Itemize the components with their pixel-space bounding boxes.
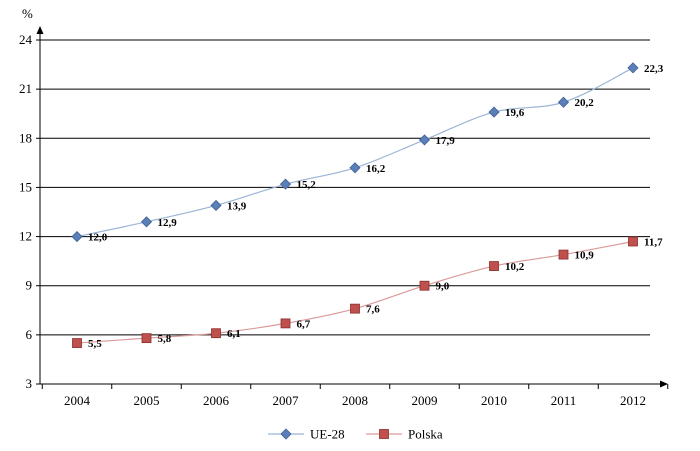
data-label: 11,7 [644, 236, 663, 248]
data-label: 6,7 [297, 318, 311, 330]
data-label: 20,2 [575, 97, 595, 109]
x-axis-arrow [660, 380, 668, 388]
series-ue-28: 12,0 12,9 13,9 15,2 16,2 17,9 19,6 20,2 22,3 [71, 62, 664, 244]
data-label: 12,0 [88, 232, 108, 244]
series-polska: 5,5 5,8 6,1 6,7 7,6 9,0 10,2 10,9 11,7 [72, 236, 663, 350]
data-label: 13,9 [227, 200, 247, 212]
data-point [72, 338, 82, 348]
legend-marker [379, 429, 389, 439]
legend-item: UE-28 [268, 427, 345, 442]
data-point [489, 261, 499, 271]
data-point [488, 106, 500, 118]
data-point [71, 231, 83, 243]
legend: UE-28 Polska [268, 427, 443, 442]
y-tick-label: 24 [19, 32, 33, 47]
x-tick-label: 2007 [273, 393, 300, 408]
grid-lines [40, 39, 650, 336]
data-point [280, 318, 291, 329]
data-point [557, 96, 570, 108]
x-tick-label: 2005 [134, 393, 160, 408]
data-label: 5,5 [88, 338, 102, 350]
y-axis-unit-label: % [22, 6, 33, 21]
data-label: 9,0 [436, 281, 450, 293]
data-point [558, 249, 569, 260]
y-tick-label: 6 [26, 327, 33, 342]
y-tick-labels: 3 6 9 12 15 18 21 24 [19, 32, 33, 391]
x-tick-label: 2011 [551, 393, 577, 408]
y-tick-label: 12 [19, 229, 32, 244]
data-point [279, 178, 292, 190]
data-label: 10,9 [575, 250, 595, 262]
data-point [418, 134, 431, 146]
data-label: 22,3 [644, 63, 664, 75]
data-label: 19,6 [505, 107, 525, 119]
y-tick-label: 15 [19, 179, 32, 194]
y-tick-label: 9 [26, 278, 33, 293]
y-tick-label: 3 [26, 376, 33, 391]
y-axis-arrow [36, 26, 44, 34]
series-group: 12,012,913,915,216,217,919,620,222,35,5 5… [71, 62, 664, 350]
data-point [140, 216, 153, 228]
data-point [141, 333, 152, 344]
x-tick-labels: 2004 2005 2006 2007 2008 2009 2010 2011 2012 [64, 393, 646, 408]
x-tick-label: 2004 [64, 393, 91, 408]
axes [36, 26, 669, 389]
data-point [419, 280, 430, 291]
data-point [350, 303, 360, 314]
data-label: 12,9 [158, 217, 178, 229]
data-label: 15,2 [297, 179, 317, 191]
data-label: 6,1 [227, 328, 241, 340]
data-label: 17,9 [436, 135, 456, 147]
x-tick-label: 2010 [481, 393, 507, 408]
legend-label: Polska [408, 427, 443, 442]
data-point [628, 236, 638, 247]
y-tick-label: 21 [19, 81, 32, 96]
legend-item: Polska [366, 427, 443, 442]
x-tick-label: 2012 [620, 393, 646, 408]
y-tick-label: 18 [19, 130, 32, 145]
series-line [76, 67, 634, 238]
data-point [211, 328, 221, 339]
data-label: 10,2 [505, 261, 525, 273]
data-point [349, 162, 361, 174]
series-line [76, 240, 634, 344]
data-label: 5,8 [158, 333, 172, 345]
data-label: 7,6 [366, 304, 380, 316]
data-point [627, 62, 639, 74]
data-label: 16,2 [366, 163, 386, 175]
legend-label: UE-28 [310, 427, 345, 442]
x-tick-label: 2009 [412, 393, 438, 408]
x-tick-label: 2008 [342, 393, 368, 408]
legend-marker [280, 428, 292, 440]
x-tick-label: 2006 [203, 393, 230, 408]
data-point [210, 199, 222, 212]
